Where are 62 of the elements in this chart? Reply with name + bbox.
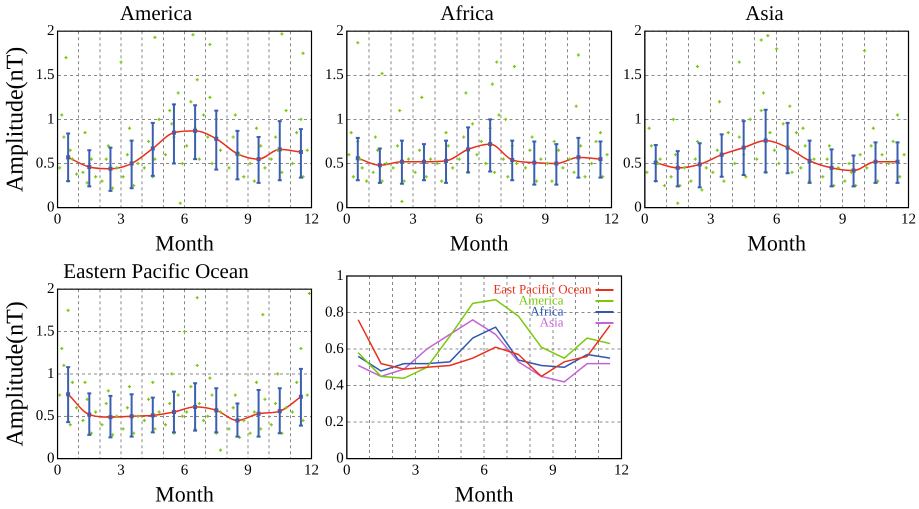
x-tick-label: 12 xyxy=(304,212,319,228)
y-tick-label: 2 xyxy=(47,23,55,40)
x-tick-label: 3 xyxy=(117,462,125,479)
x-axis-title: Month xyxy=(450,230,508,256)
x-tick-label: 3 xyxy=(412,462,420,479)
y-tick-label: 0 xyxy=(47,450,55,467)
y-tick-label: 2 xyxy=(336,23,344,40)
line-series xyxy=(654,140,898,172)
y-tick-label: 0.2 xyxy=(325,414,344,430)
y-tick-label: 1 xyxy=(47,366,55,382)
y-tick-label: 0 xyxy=(634,200,642,216)
x-tick-label: 6 xyxy=(480,462,488,479)
y-axis-title: Amplitude(nT) xyxy=(2,46,29,192)
line-series xyxy=(357,143,602,166)
y-tick-label: 1.5 xyxy=(36,323,55,340)
y-tick-label: 1 xyxy=(47,111,55,128)
x-tick-label: 3 xyxy=(409,212,417,228)
chart-title: America xyxy=(120,1,193,26)
x-tick-label: 6 xyxy=(475,212,484,228)
y-tick-label: 1.5 xyxy=(36,67,55,84)
y-tick-label: 0.8 xyxy=(325,304,344,320)
y-tick-label: 1 xyxy=(336,111,344,128)
y-tick-label: 0.6 xyxy=(325,340,344,357)
chart-title: Asia xyxy=(745,1,784,26)
chart-title: Eastern Pacific Ocean xyxy=(63,259,250,284)
line-series xyxy=(67,130,302,170)
x-axis-title: Month xyxy=(155,482,214,507)
x-tick-label: 9 xyxy=(542,212,550,228)
y-tick-label: 1 xyxy=(634,111,642,128)
y-tick-label: 0.4 xyxy=(325,377,344,394)
y-tick-label: 0.5 xyxy=(623,155,642,172)
x-tick-label: 12 xyxy=(614,462,629,479)
x-axis-title: Month xyxy=(155,230,214,256)
x-tick-label: 9 xyxy=(838,212,846,228)
y-tick-label: 0 xyxy=(336,200,344,216)
x-axis-title: Month xyxy=(747,230,806,256)
x-tick-label: 6 xyxy=(180,212,189,228)
y-tick-label: 2 xyxy=(47,281,55,298)
line-series xyxy=(67,393,302,422)
y-tick-label: 1.5 xyxy=(325,67,344,84)
x-tick-label: 6 xyxy=(180,462,189,479)
y-axis-title: Amplitude(nT) xyxy=(2,301,29,447)
y-tick-label: 1.5 xyxy=(623,67,642,84)
x-tick-label: 9 xyxy=(244,462,252,479)
chart-title: Africa xyxy=(440,1,494,26)
x-tick-label: 3 xyxy=(706,212,714,228)
x-tick-label: 12 xyxy=(901,212,916,228)
x-tick-label: 12 xyxy=(304,462,319,479)
x-tick-label: 9 xyxy=(549,462,557,479)
y-tick-label: 2 xyxy=(634,23,642,40)
x-axis-title: Month xyxy=(454,482,514,507)
x-tick-label: 6 xyxy=(772,212,781,228)
y-tick-label: 0.5 xyxy=(36,155,55,172)
y-tick-label: 0 xyxy=(336,450,344,467)
x-tick-label: 3 xyxy=(117,212,125,228)
x-tick-label: 12 xyxy=(604,212,619,228)
legend-label: East Pacific Ocean xyxy=(493,281,592,296)
y-tick-label: 0 xyxy=(47,200,55,216)
x-tick-label: 9 xyxy=(244,212,252,228)
y-tick-label: 0.5 xyxy=(325,155,344,172)
y-tick-label: 1 xyxy=(336,268,344,284)
y-tick-label: 0.5 xyxy=(36,408,55,424)
